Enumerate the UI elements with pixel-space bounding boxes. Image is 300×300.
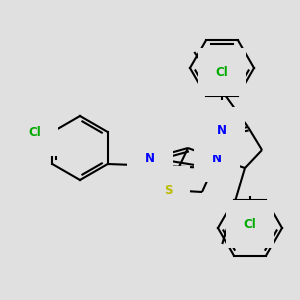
Text: Cl: Cl bbox=[244, 218, 256, 230]
Text: N: N bbox=[145, 152, 155, 164]
Text: N: N bbox=[217, 124, 227, 137]
Text: Cl: Cl bbox=[216, 65, 228, 79]
Text: S: S bbox=[164, 184, 172, 196]
Text: N: N bbox=[212, 152, 222, 164]
Text: Cl: Cl bbox=[28, 125, 41, 139]
